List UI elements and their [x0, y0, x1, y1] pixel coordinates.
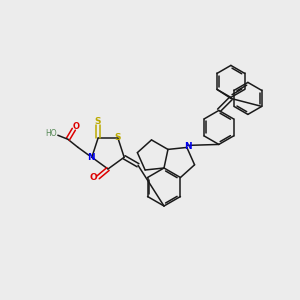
- Text: O: O: [72, 122, 79, 131]
- Text: N: N: [184, 142, 192, 151]
- Text: S: S: [95, 117, 101, 126]
- Text: N: N: [87, 153, 94, 162]
- Text: O: O: [89, 173, 97, 182]
- Text: HO: HO: [45, 129, 57, 138]
- Text: S: S: [115, 133, 121, 142]
